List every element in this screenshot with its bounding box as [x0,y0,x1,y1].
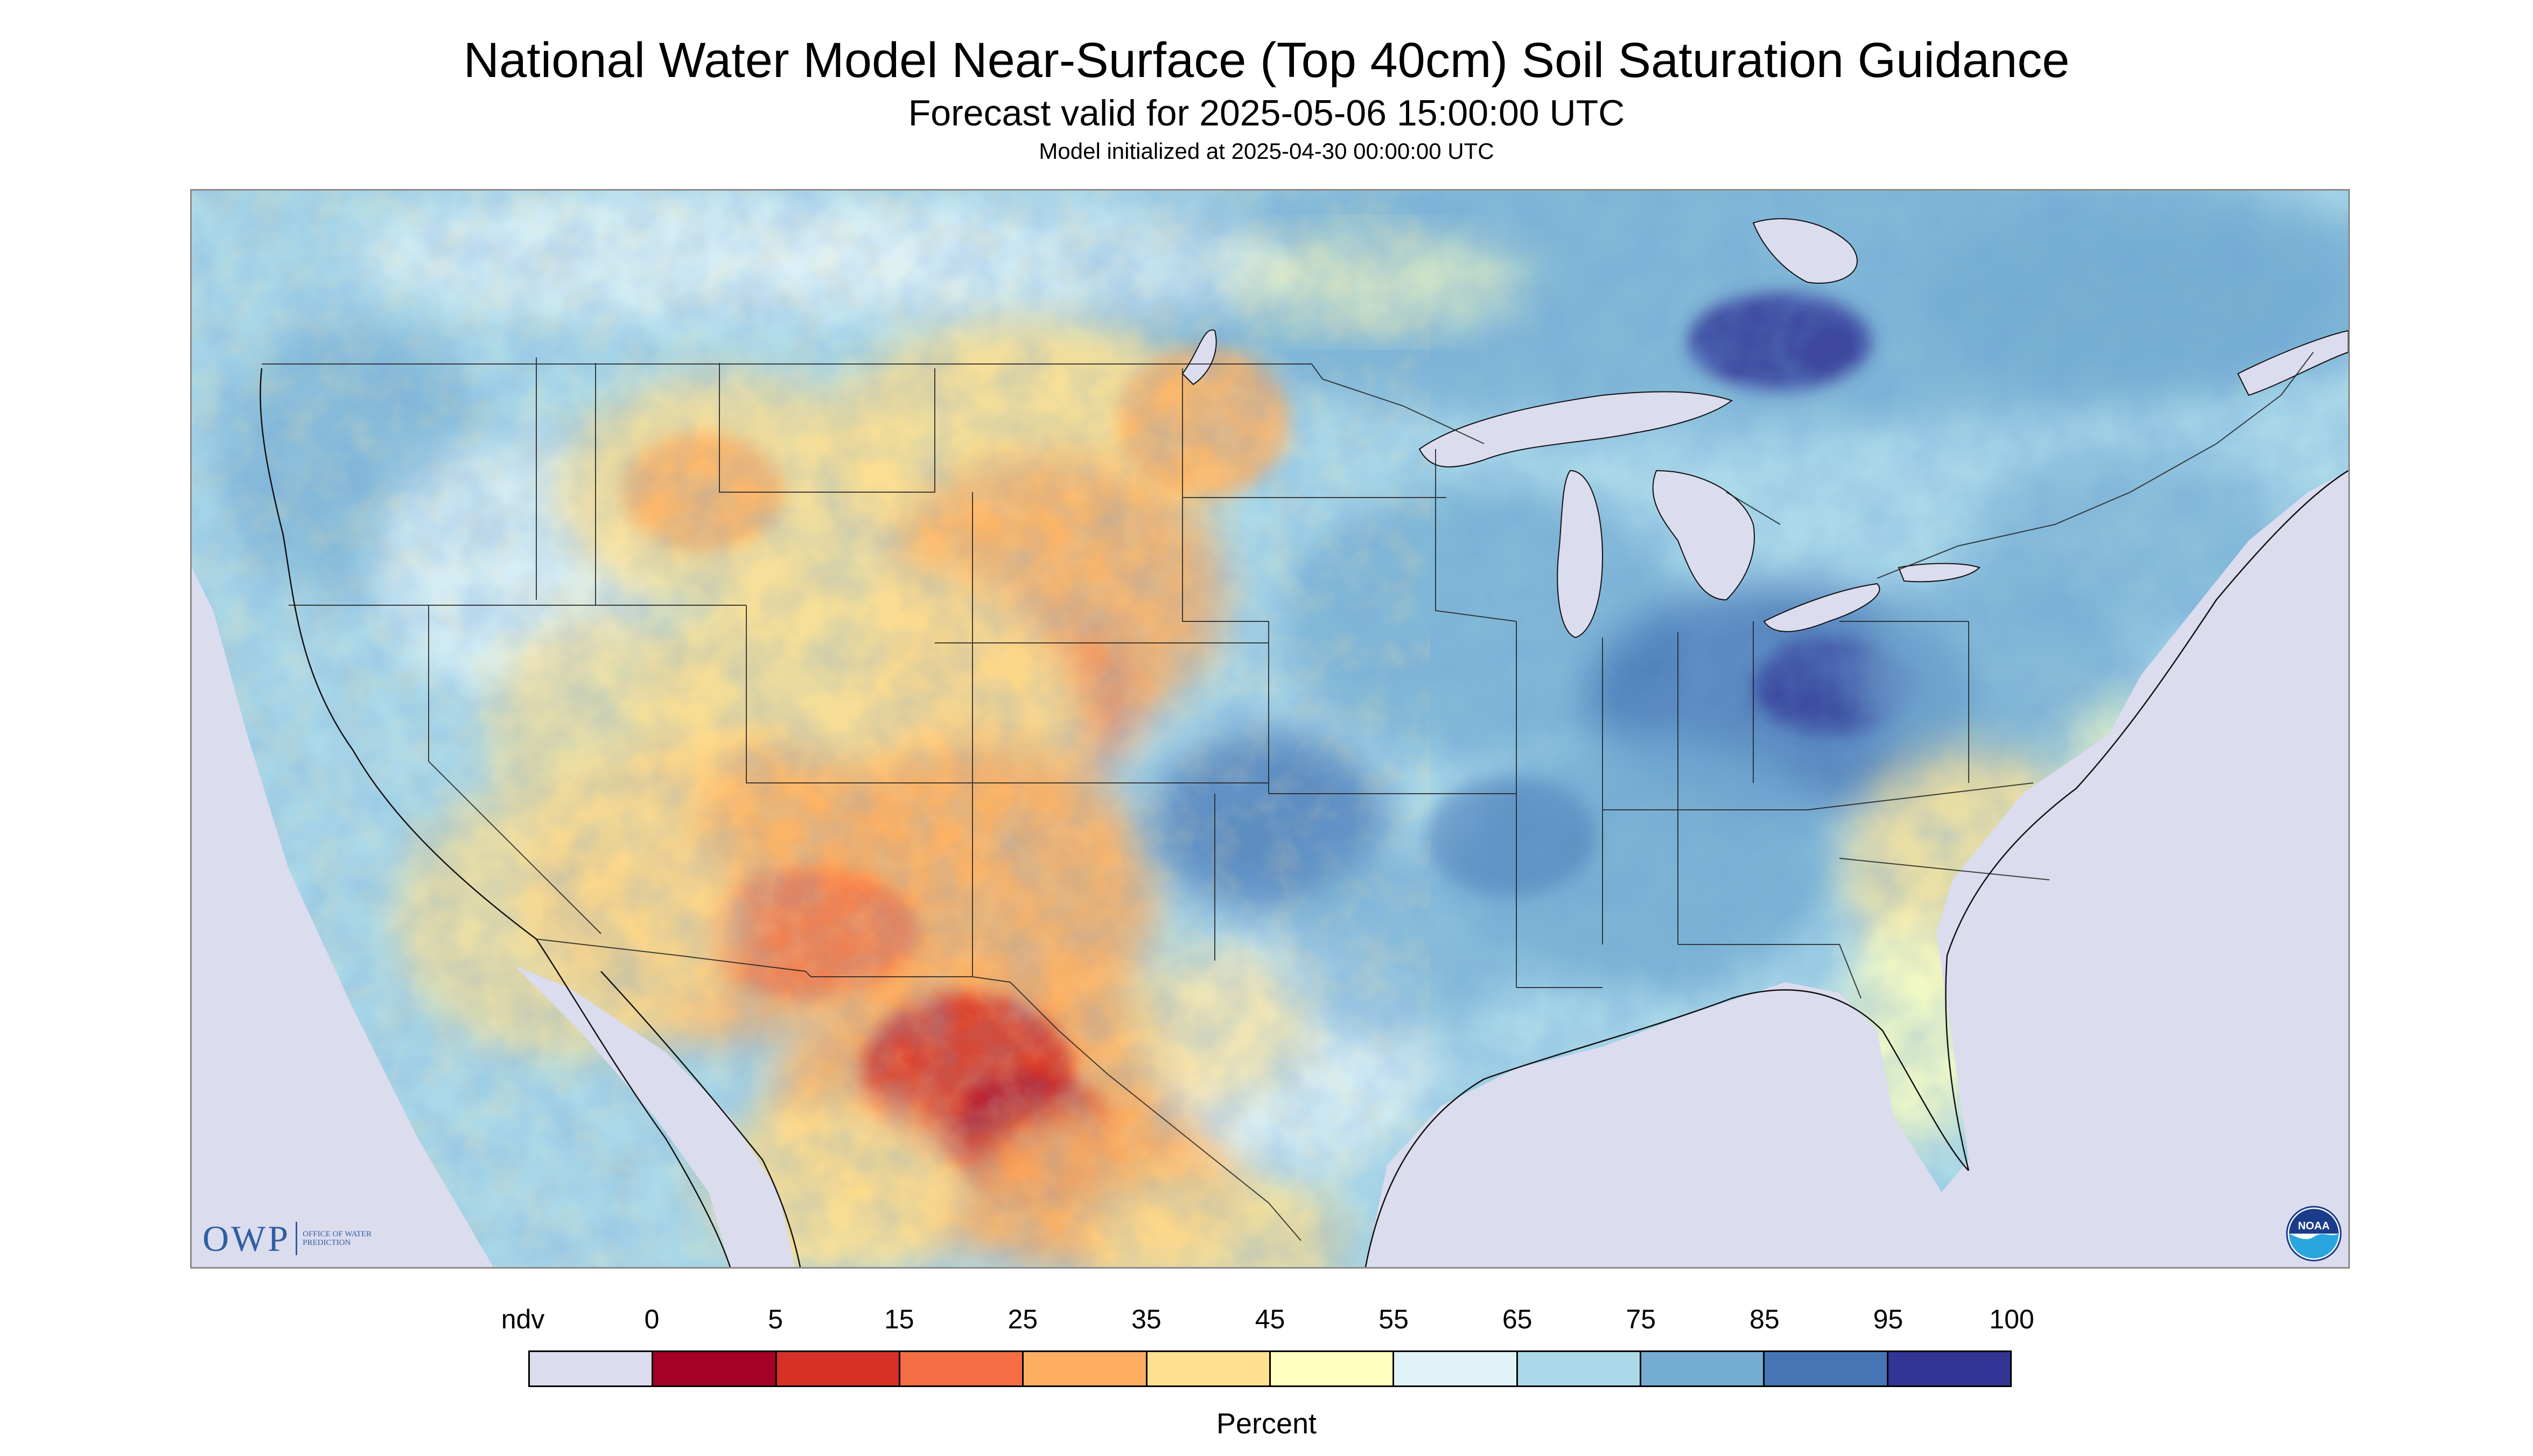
noaa-logo-text: NOAA [2298,1220,2330,1232]
colorbar-bin-0 [530,1352,654,1385]
colorbar-bin-9 [1641,1352,1765,1385]
colorbar-tick-label: 15 [884,1304,914,1334]
coastlines [260,368,2348,1267]
map-panel: OWP Office of Water Prediction NOAA [190,189,2350,1269]
us-canada-border [262,352,2314,579]
colorbar-tick-label: 55 [1379,1304,1409,1334]
forecast-valid-subtitle: Forecast valid for 2025-05-06 15:00:00 U… [908,93,1625,134]
gulf-of-california-coast [600,971,801,1267]
colorbar-tick-label: 85 [1750,1304,1780,1334]
lake-ontario [1898,563,1981,583]
state-lines [289,358,2050,999]
noaa-emblem-icon: NOAA [2286,1206,2342,1262]
gulf-coast [1365,989,1969,1267]
owp-logo-subtext: Office of Water Prediction [303,1230,372,1247]
model-init-line: Model initialized at 2025-04-30 00:00:00… [1039,138,1494,164]
st-lawrence-estuary [2237,330,2348,396]
us-mexico-border [536,939,1302,1241]
lake-michigan [1557,470,1604,639]
colorbar-tick-label: 45 [1255,1304,1285,1334]
soil-saturation-map [192,191,2348,1267]
colorbar-tick-label: 75 [1626,1304,1656,1334]
colorbar-bin-7 [1394,1352,1518,1385]
colorbar-tick-label: 100 [1989,1304,2034,1334]
colorbar-bin-10 [1765,1352,1888,1385]
owp-logo: OWP Office of Water Prediction [202,1220,383,1257]
colorbar-tick-label: 65 [1502,1304,1533,1334]
lake-superior [1418,391,1733,468]
owp-logo-letters: OWP [202,1218,291,1259]
colorbar-tick-label: 5 [768,1304,783,1334]
colorbar-bin-8 [1517,1352,1641,1385]
lake-winnipeg [1181,329,1217,386]
map-title: National Water Model Near-Surface (Top 4… [463,33,2070,88]
colorbar-bin-6 [1270,1352,1395,1385]
lake-huron [1652,470,1755,601]
atlantic-coast [1945,470,2348,1171]
colorbar-tick-label: 95 [1873,1304,1904,1334]
colorbar-tick-label: ndv [501,1304,545,1334]
colorbar-tick-label: 25 [1007,1304,1038,1334]
colorbar-unit-label: Percent [1216,1408,1317,1440]
colorbar-bin-1 [653,1352,777,1385]
colorbar-tick-label: 35 [1131,1304,1161,1334]
colorbar-bin-3 [900,1352,1024,1385]
owp-logo-divider [296,1222,298,1255]
colorbar-bin-5 [1147,1352,1271,1385]
lake-erie [1763,583,1880,632]
colorbar [528,1350,2012,1387]
pacific-coast [260,368,537,940]
colorbar-bin-11 [1888,1352,2010,1385]
hudson-bay-inlet [1752,218,1858,284]
baja-coast [535,939,731,1267]
colorbar-tick-label: 0 [644,1304,660,1334]
colorbar-bin-4 [1024,1352,1147,1385]
great-lakes [1181,218,2348,639]
land-saturation-field [192,191,2348,1267]
colorbar-tick-labels: ndv 0 5 15 25 35 45 55 65 75 85 95 100 [0,1303,2533,1341]
colorbar-bin-2 [776,1352,900,1385]
political-boundaries [262,352,2314,1241]
